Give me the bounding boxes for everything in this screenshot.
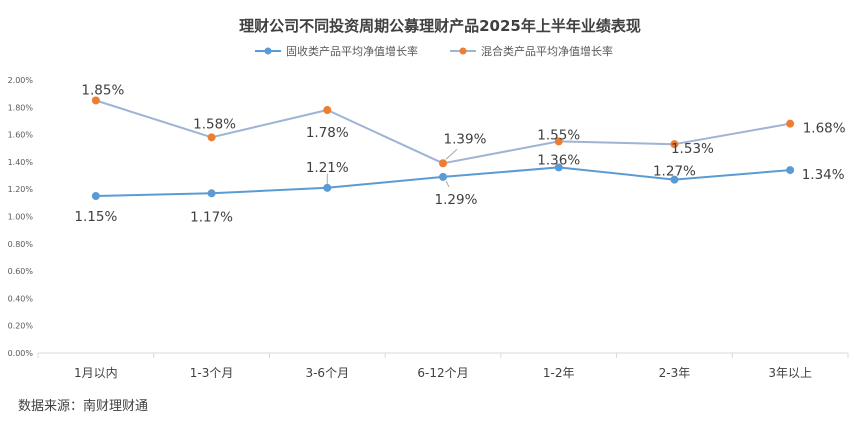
y-tick-label: 1.40% xyxy=(8,158,34,167)
x-tick-label: 6-12个月 xyxy=(417,366,468,380)
x-axis: 1月以内 1-3个月 3-6个月 6-12个月 1-2年 2-3年 3年以上 xyxy=(37,352,849,380)
y-tick-label: 1.60% xyxy=(8,131,34,140)
y-tick-label: 0.00% xyxy=(8,349,34,358)
legend-label: 固收类产品平均净值增长率 xyxy=(286,44,418,58)
y-tick-label: 1.80% xyxy=(8,103,34,112)
data-label: 1.17% xyxy=(190,209,233,225)
y-tick-label: 1.20% xyxy=(8,185,34,194)
data-point xyxy=(323,106,332,115)
data-label: 1.39% xyxy=(444,131,487,147)
y-tick-label: 1.00% xyxy=(8,213,34,222)
data-label: 1.53% xyxy=(671,141,714,157)
legend-marker xyxy=(459,47,467,55)
data-label: 1.58% xyxy=(193,116,236,132)
x-tick-label: 2-3年 xyxy=(659,366,691,380)
x-tick-label: 1-2年 xyxy=(543,366,575,380)
data-point xyxy=(207,189,216,198)
series-layer xyxy=(91,96,795,201)
legend-item: 固收类产品平均净值增长率 xyxy=(255,44,418,58)
data-label: 1.34% xyxy=(802,167,845,183)
data-label: 1.27% xyxy=(653,164,696,180)
y-tick-label: 0.20% xyxy=(8,322,34,331)
data-point xyxy=(670,175,679,184)
legend-item: 混合类产品平均净值增长率 xyxy=(450,44,613,58)
y-axis: 0.00% 0.20% 0.40% 0.60% 0.80% 1.00% 1.20% 1.40%… xyxy=(8,76,34,358)
data-label: 1.78% xyxy=(306,125,349,141)
source-note: 数据来源：南财理财通 xyxy=(18,398,148,414)
y-tick-label: 0.80% xyxy=(8,240,34,249)
data-point xyxy=(554,137,563,146)
x-tick-label: 1月以内 xyxy=(74,366,118,380)
x-tick-label: 3-6个月 xyxy=(305,366,349,380)
data-point xyxy=(554,163,563,172)
data-label: 1.85% xyxy=(81,82,124,98)
data-point xyxy=(207,133,216,142)
chart-title: 理财公司不同投资周期公募理财产品2025年上半年业绩表现 xyxy=(239,17,641,35)
data-point xyxy=(91,192,100,201)
label-leader-line xyxy=(445,180,450,188)
x-tick-label: 3年以上 xyxy=(768,366,812,380)
chart-legend: 固收类产品平均净值增长率 混合类产品平均净值增长率 xyxy=(255,44,613,58)
data-point xyxy=(786,166,795,175)
data-labels: 1.15% 1.17% 1.21% 1.29% 1.36% 1.27% 1.34% 1.85%… xyxy=(74,82,845,225)
data-point xyxy=(786,119,795,128)
data-label: 1.29% xyxy=(435,192,478,208)
y-tick-label: 2.00% xyxy=(8,76,34,85)
y-tick-label: 0.40% xyxy=(8,294,34,303)
label-leader-line xyxy=(445,148,458,160)
legend-label: 混合类产品平均净值增长率 xyxy=(481,44,613,58)
data-label: 1.36% xyxy=(537,152,580,168)
data-label: 1.15% xyxy=(74,209,117,225)
data-label: 1.55% xyxy=(537,127,580,143)
label-leaders xyxy=(326,148,458,188)
data-point xyxy=(439,172,447,181)
data-label: 1.21% xyxy=(306,160,349,176)
data-point xyxy=(323,183,332,192)
legend-marker xyxy=(264,47,272,55)
data-point xyxy=(670,140,679,149)
x-tick-label: 1-3个月 xyxy=(190,366,234,380)
data-point xyxy=(439,159,447,168)
data-point xyxy=(91,96,100,105)
y-tick-label: 0.60% xyxy=(8,267,34,276)
data-label: 1.68% xyxy=(803,121,846,137)
